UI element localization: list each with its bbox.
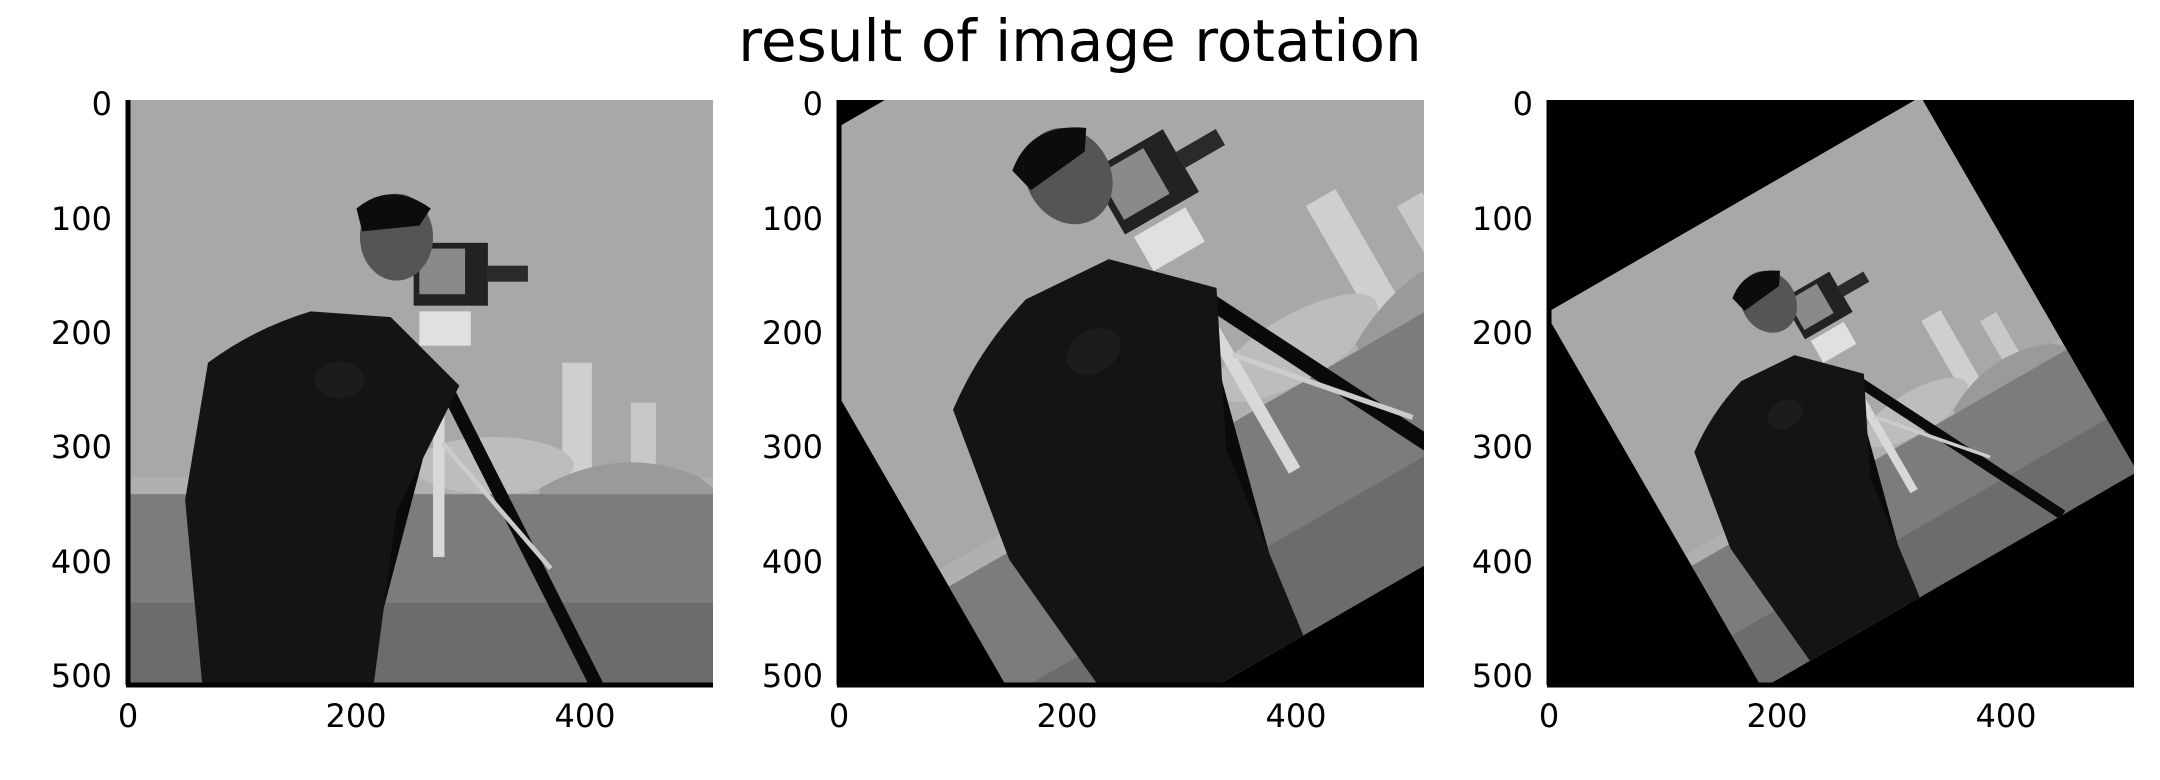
p1-ytick: 200: [51, 314, 112, 352]
p3-xtick: 200: [1746, 697, 1807, 735]
p3-ytick: 100: [1472, 200, 1533, 238]
p1-ytick: 300: [51, 428, 112, 466]
panel-rotated-cropped: [836, 100, 1424, 688]
p1-ytick: 500: [51, 657, 112, 695]
p1-xtick: 0: [118, 697, 138, 735]
figure-title: result of image rotation: [738, 7, 1422, 75]
p1-ytick: 100: [51, 200, 112, 238]
p3-ytick: 500: [1472, 657, 1533, 695]
panel-original: [125, 100, 713, 688]
p2-xtick: 400: [1265, 697, 1326, 735]
p1-xtick: 400: [554, 697, 615, 735]
p2-ytick: 400: [762, 543, 823, 581]
p3-xtick: 0: [1539, 697, 1559, 735]
p3-ytick: 200: [1472, 314, 1533, 352]
p2-ytick: 500: [762, 657, 823, 695]
p3-ytick: 300: [1472, 428, 1533, 466]
p2-ytick: 300: [762, 428, 823, 466]
p2-ytick: 0: [803, 85, 823, 123]
p3-ytick: 400: [1472, 543, 1533, 581]
p2-ytick: 100: [762, 200, 823, 238]
p3-xtick: 400: [1975, 697, 2036, 735]
p2-xtick: 0: [829, 697, 849, 735]
p1-ytick: 400: [51, 543, 112, 581]
p2-ytick: 200: [762, 314, 823, 352]
p1-ytick: 0: [92, 85, 112, 123]
panel-rotated-fit: [1546, 100, 2134, 688]
p3-ytick: 0: [1513, 85, 1533, 123]
p2-xtick: 200: [1036, 697, 1097, 735]
p1-xtick: 200: [325, 697, 386, 735]
